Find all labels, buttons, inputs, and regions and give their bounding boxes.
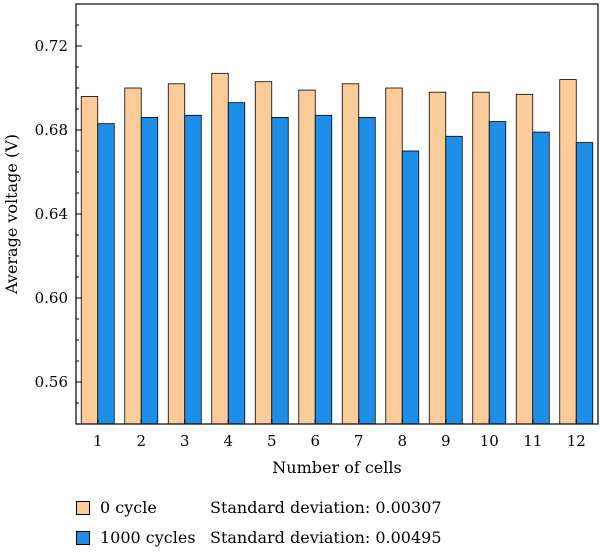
ticks-layer: 1 2 3 4 5 6 7 8 9 10 11 120.560.600.640.680.72 (35, 3, 586, 450)
x-tick-label-8: 8 (397, 432, 407, 450)
x-tick-label-2: 2 (136, 432, 146, 450)
y-tick-label-0.68: 0.68 (35, 121, 68, 139)
bar-0-cycle-cell-3 (167, 83, 186, 425)
legend-stddev-0-cycle: Standard deviation: 0.00307 (210, 498, 442, 517)
x-tick-label-9: 9 (441, 432, 451, 450)
y-tick-label-0.72: 0.72 (35, 37, 68, 55)
bar-1000-cycles-cell-6 (314, 114, 333, 425)
bar-0-cycle-cell-5 (254, 81, 273, 425)
x-tick-label-10: 10 (480, 432, 499, 450)
bar-0-cycle-cell-7 (341, 83, 360, 425)
bar-0-cycle-cell-2 (124, 87, 142, 425)
bar-1000-cycles-cell-9 (445, 135, 463, 425)
x-tick-label-3: 3 (180, 432, 190, 450)
bar-0-cycle-cell-1 (80, 96, 99, 425)
bar-0-cycle-cell-12 (559, 79, 577, 425)
y-tick-label-0.56: 0.56 (35, 373, 68, 391)
y-tick-label-0.60: 0.60 (35, 289, 68, 307)
x-tick-label-5: 5 (267, 432, 277, 450)
x-tick-label-4: 4 (223, 432, 233, 450)
bar-1000-cycles-cell-8 (401, 150, 420, 425)
bar-1000-cycles-cell-12 (575, 142, 594, 425)
x-tick-label-12: 12 (567, 432, 586, 450)
bars-layer (80, 72, 594, 425)
bar-1000-cycles-cell-2 (140, 117, 159, 425)
bar-0-cycle-cell-10 (472, 91, 490, 425)
legend-item-0-cycle: 0 cycle Standard deviation: 0.00307 (76, 498, 442, 517)
bar-1000-cycles-cell-5 (271, 117, 289, 425)
legend-swatch-1000-cycles (76, 530, 90, 545)
bar-0-cycle-cell-6 (298, 89, 316, 425)
legend-stddev-1000-cycles: Standard deviation: 0.00495 (210, 528, 442, 547)
bar-1000-cycles-cell-11 (532, 131, 550, 425)
x-axis-title: Number of cells (272, 458, 401, 477)
legend-label-0-cycle: 0 cycle (100, 498, 157, 517)
bar-1000-cycles-cell-7 (358, 117, 376, 425)
x-tick-label-6: 6 (310, 432, 320, 450)
bar-0-cycle-cell-9 (428, 91, 447, 425)
bar-1000-cycles-cell-4 (227, 102, 246, 425)
y-tick-label-0.64: 0.64 (35, 205, 68, 223)
y-axis-title: Average voltage (V) (2, 134, 21, 295)
legend-label-1000-cycles: 1000 cycles (100, 528, 196, 547)
legend-swatch-0-cycle (76, 500, 90, 515)
x-tick-label-7: 7 (354, 432, 364, 450)
x-tick-label-1: 1 (93, 432, 103, 450)
bar-0-cycle-cell-11 (515, 93, 534, 425)
legend-item-1000-cycles: 1000 cycles Standard deviation: 0.00495 (76, 528, 442, 547)
bar-0-cycle-cell-4 (211, 72, 229, 425)
bar-1000-cycles-cell-3 (184, 114, 202, 425)
plot-frame (75, 3, 599, 425)
bar-0-cycle-cell-8 (385, 87, 403, 425)
bar-1000-cycles-cell-10 (488, 121, 507, 425)
x-tick-label-11: 11 (523, 432, 542, 450)
bar-1000-cycles-cell-1 (97, 123, 115, 425)
